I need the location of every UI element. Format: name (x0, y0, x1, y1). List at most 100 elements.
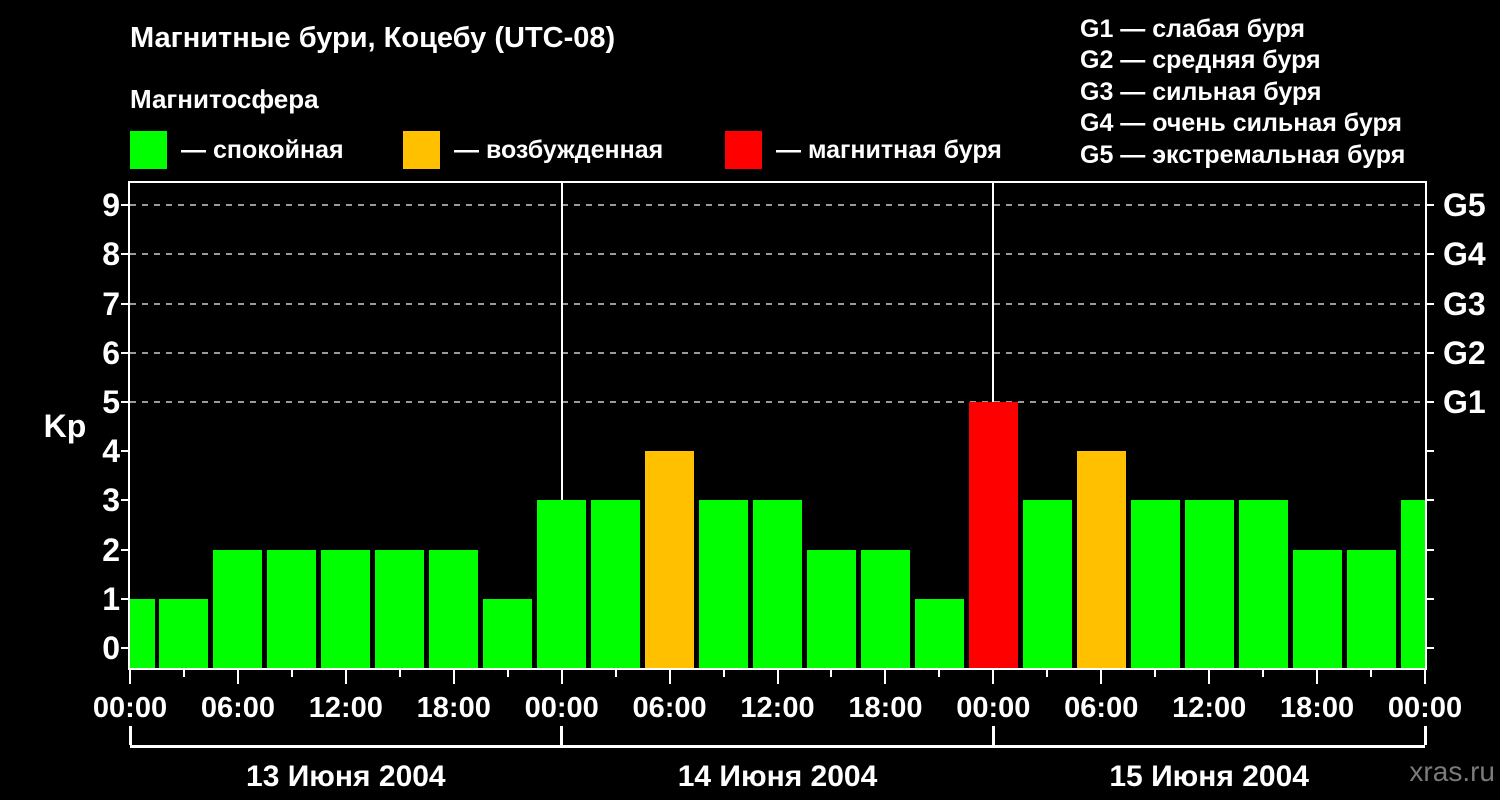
x-tick (722, 669, 725, 677)
kp-bar-h33 (699, 500, 749, 668)
x-tick-label: 06:00 (632, 692, 707, 724)
x-tick (614, 669, 617, 677)
chart-subtitle: Магнитосфера (130, 84, 319, 114)
kp-bar-h9 (267, 549, 317, 668)
y-tick-left (121, 204, 130, 207)
legend-item-quiet: — спокойная (130, 131, 344, 169)
storm-legend-label: — магнитная буря (776, 135, 1002, 164)
legend-item-excited: — возбужденная (403, 131, 663, 169)
y-tick-label-7: 7 (102, 285, 120, 322)
y-tick-label-4: 4 (102, 433, 120, 470)
x-tick (1046, 669, 1049, 677)
x-tick (129, 669, 131, 684)
x-tick (182, 669, 185, 677)
gridline-kp6 (130, 351, 1425, 354)
g-legend-line-5: G5 — экстремальная буря (1080, 140, 1406, 169)
x-tick-label: 00:00 (1387, 692, 1463, 724)
y-tick-left (121, 351, 130, 354)
y-tick-label-3: 3 (102, 482, 120, 519)
y-tick-right (1425, 499, 1434, 502)
g-level-label-G5: G5 (1443, 187, 1486, 224)
y-tick-right (1425, 204, 1434, 207)
y-tick-right (1425, 302, 1434, 305)
x-tick (1100, 669, 1103, 684)
x-tick (992, 669, 995, 684)
quiet-color-swatch (130, 131, 167, 169)
kp-bar-h51 (1022, 500, 1072, 668)
kp-bar-h45 (914, 598, 964, 668)
x-tick (884, 669, 887, 684)
kp-bar-h12 (321, 549, 371, 668)
x-tick (1154, 669, 1157, 677)
kp-bar-h6 (213, 549, 263, 668)
x-tick-label: 00:00 (524, 692, 599, 724)
g-level-label-G2: G2 (1443, 334, 1486, 371)
y-tick-right (1425, 401, 1434, 403)
kp-bar-h18 (429, 549, 479, 668)
x-tick-label: 06:00 (1064, 692, 1139, 724)
y-tick-label-5: 5 (102, 384, 120, 420)
y-tick-right (1425, 548, 1434, 551)
x-tick-label: 12:00 (308, 692, 383, 724)
kp-bar-h48 (968, 402, 1018, 668)
y-tick-right (1425, 647, 1434, 649)
x-tick (398, 669, 401, 677)
kp-bar-h60 (1184, 500, 1234, 668)
x-tick-label: 00:00 (92, 692, 168, 724)
kp-bar-h63 (1238, 500, 1288, 668)
y-tick-label-9: 9 (102, 187, 120, 224)
x-tick (1370, 669, 1373, 677)
g-legend-line-2: G2 — средняя буря (1080, 46, 1321, 75)
x-tick-label: 12:00 (1172, 692, 1247, 724)
y-tick-left (121, 597, 130, 600)
g-legend-line-3: G3 — сильная буря (1080, 77, 1322, 106)
g-legend-line-4: G4 — очень сильная буря (1080, 109, 1402, 138)
x-tick-label: 06:00 (200, 692, 275, 724)
x-tick (1424, 669, 1426, 684)
x-tick (938, 669, 941, 677)
y-tick-right (1425, 253, 1434, 256)
x-tick (776, 669, 779, 684)
x-tick (236, 669, 239, 684)
y-tick-label-2: 2 (102, 531, 120, 568)
kp-bar-h21 (483, 598, 533, 668)
storm-scale-legend: G1 — слабая буря G2 — средняя буря G3 — си… (1080, 14, 1405, 171)
date-bracket-tick (128, 726, 132, 745)
x-tick (506, 669, 509, 677)
y-tick-label-0: 0 (102, 630, 120, 666)
kp-bar-h57 (1130, 500, 1180, 668)
x-tick (560, 669, 563, 684)
y-tick-left (121, 647, 130, 649)
x-tick-label: 00:00 (956, 692, 1031, 724)
kp-bar-h69 (1346, 549, 1396, 668)
kp-bar-h42 (860, 549, 910, 668)
y-tick-left (121, 401, 130, 403)
kp-bar-h36 (753, 500, 802, 668)
x-tick (668, 669, 671, 684)
day-boundary-line (560, 183, 563, 668)
kp-bar-h72 (1400, 500, 1425, 668)
x-tick-label: 18:00 (848, 692, 923, 724)
y-tick-right (1425, 351, 1434, 354)
y-tick-left (121, 450, 130, 453)
gridline-kp8 (130, 253, 1425, 256)
date-bracket-tick (1423, 726, 1427, 745)
x-tick-label: 18:00 (416, 692, 491, 724)
y-tick-left (121, 253, 130, 256)
date-bracket-line (130, 745, 1425, 748)
chart-title: Магнитные бури, Коцебу (UTC-08) (130, 22, 616, 54)
date-bracket-tick (560, 726, 564, 745)
kp-bar-h66 (1292, 549, 1342, 668)
kp-bar-h24 (537, 500, 587, 668)
x-tick (344, 669, 347, 684)
y-tick-left (121, 548, 130, 551)
y-tick-label-6: 6 (102, 334, 120, 371)
date-label-day3: 15 Июня 2004 (1109, 760, 1309, 793)
g-level-label-G3: G3 (1443, 285, 1486, 322)
gridline-kp7 (130, 302, 1425, 305)
kp-bar-h27 (591, 500, 641, 668)
y-tick-right (1425, 597, 1434, 600)
kp-bar-h3 (159, 598, 209, 668)
date-label-day1: 13 Июня 2004 (246, 760, 446, 793)
